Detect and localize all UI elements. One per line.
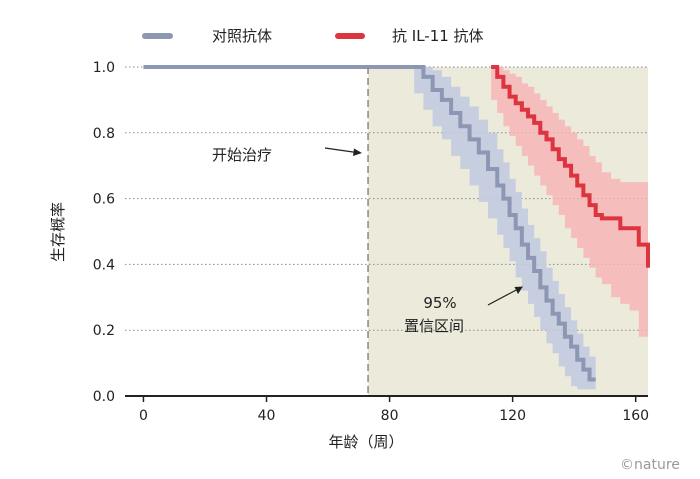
ci-arrow-head (514, 286, 523, 294)
x-tick-label-4: 160 (622, 408, 649, 424)
treatment-arrow-head (353, 148, 362, 156)
control-ci-band (143, 67, 596, 390)
legend-label-control: 对照抗体 (212, 27, 272, 45)
ci-label-text: 置信区间 (404, 317, 464, 335)
y-tick-label-4: 0.8 (93, 126, 115, 142)
ci-arrow (487, 287, 521, 306)
control-survival-line (143, 65, 596, 382)
legend-label-il11: 抗 IL-11 抗体 (392, 27, 484, 45)
x-tick-label-1: 40 (258, 408, 276, 424)
il11-survival-line (491, 65, 650, 268)
y-axis-title: 生存概率 (49, 202, 67, 262)
nature-watermark: ©nature (620, 457, 680, 473)
y-tick-label-3: 0.6 (93, 192, 115, 208)
y-axis-ticks: 0.0 0.2 0.4 0.6 0.8 1.0 (93, 60, 115, 405)
y-tick-label-0: 0.0 (93, 389, 115, 405)
y-tick-label-5: 1.0 (93, 60, 115, 76)
x-tick-label-2: 80 (381, 408, 399, 424)
y-tick-label-1: 0.2 (93, 323, 115, 339)
x-tick-label-0: 0 (139, 408, 148, 424)
il11-ci-band (491, 67, 648, 337)
y-tick-label-2: 0.4 (93, 257, 115, 273)
x-axis-ticks: 0 40 80 120 160 (139, 396, 649, 424)
x-tick-label-3: 120 (499, 408, 526, 424)
ci-label-percent: 95% (423, 294, 456, 312)
x-axis-title: 年龄（周） (328, 433, 403, 451)
treatment-start-label: 开始治疗 (212, 146, 272, 164)
legend: 对照抗体 抗 IL-11 抗体 (142, 27, 484, 45)
